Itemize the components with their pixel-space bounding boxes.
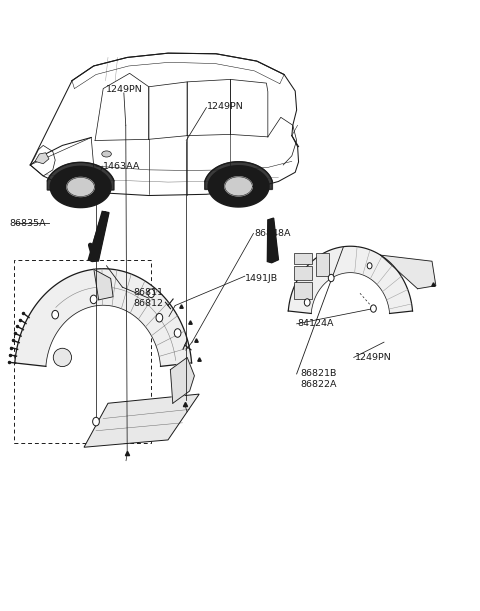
Text: 86811
86812: 86811 86812 <box>134 288 164 308</box>
Polygon shape <box>35 153 49 164</box>
Circle shape <box>174 329 181 337</box>
Polygon shape <box>205 162 272 189</box>
Text: 1249PN: 1249PN <box>106 86 142 94</box>
Circle shape <box>156 313 163 322</box>
Circle shape <box>52 310 59 319</box>
Circle shape <box>148 289 155 298</box>
Circle shape <box>367 263 372 269</box>
Bar <box>294 282 312 299</box>
Polygon shape <box>225 177 252 196</box>
Ellipse shape <box>53 348 72 367</box>
Polygon shape <box>267 218 278 263</box>
Polygon shape <box>47 163 114 190</box>
Circle shape <box>90 295 97 304</box>
Bar <box>294 253 312 264</box>
Polygon shape <box>208 166 269 207</box>
Text: 1463AA: 1463AA <box>103 162 141 170</box>
Polygon shape <box>50 166 111 208</box>
Text: 84124A: 84124A <box>298 320 334 328</box>
Ellipse shape <box>102 151 111 157</box>
Circle shape <box>371 305 376 312</box>
Text: 86821B
86822A: 86821B 86822A <box>300 369 336 389</box>
Polygon shape <box>15 269 192 367</box>
Text: 1249PN: 1249PN <box>355 353 392 362</box>
Polygon shape <box>94 269 113 300</box>
Polygon shape <box>381 255 436 289</box>
Bar <box>316 253 329 276</box>
Circle shape <box>93 417 99 426</box>
Circle shape <box>304 299 310 306</box>
Polygon shape <box>84 394 199 447</box>
Polygon shape <box>88 211 109 262</box>
Text: 1249PN: 1249PN <box>207 102 244 111</box>
Circle shape <box>328 274 334 282</box>
Bar <box>294 266 312 280</box>
Polygon shape <box>170 357 194 403</box>
Text: 86835A: 86835A <box>10 219 46 227</box>
Polygon shape <box>67 177 95 197</box>
Text: 1491JB: 1491JB <box>245 274 278 282</box>
Polygon shape <box>288 246 412 313</box>
Text: 86848A: 86848A <box>254 229 291 238</box>
